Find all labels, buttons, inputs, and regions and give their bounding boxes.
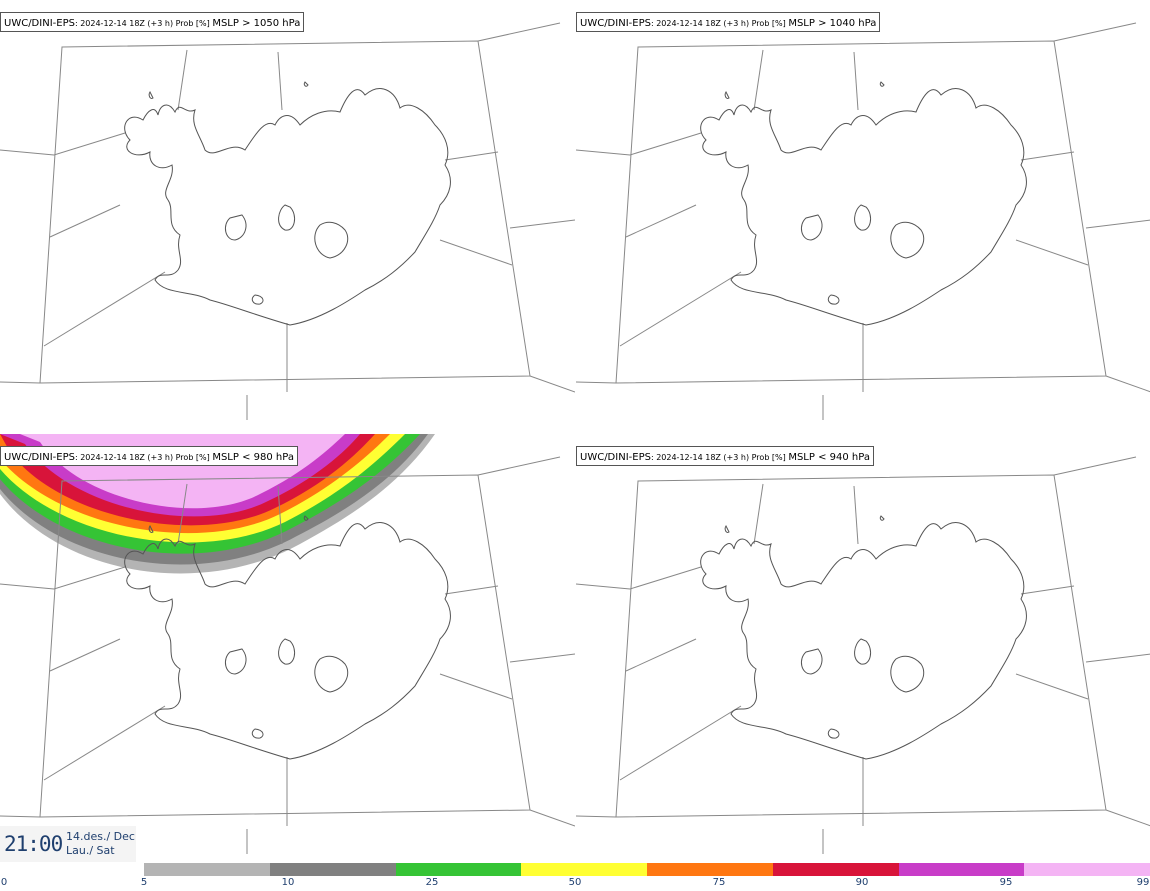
colorbar-segment [521, 863, 647, 876]
map-2 [576, 22, 1150, 420]
map-4 [576, 456, 1150, 854]
colorbar-tick-label: 90 [855, 877, 869, 888]
map-panel-2: UWC/DINI-EPS: 2024-12-14 18Z (+3 h) Prob… [576, 0, 1150, 420]
colorbar-segment [395, 863, 522, 876]
map-3 [0, 434, 575, 854]
valid-date-line1: 14.des./ Dec [66, 830, 135, 843]
valid-time-box: 21:00 14.des./ Dec Lau./ Sat [0, 826, 136, 862]
panel-model: UWC/DINI-EPS [4, 452, 75, 463]
colorbar-segment [772, 863, 899, 876]
colorbar-segment [269, 863, 396, 876]
panel-model: UWC/DINI-EPS [4, 18, 75, 29]
panel-meta: : 2024-12-14 18Z (+3 h) Prob [%] [74, 19, 213, 28]
colorbar-tick-label: 0 [0, 877, 8, 888]
colorbar-tick-label: 99 [1136, 877, 1150, 888]
colorbar-tick-label: 10 [281, 877, 295, 888]
panel-variable: MSLP < 940 hPa [788, 452, 870, 463]
colorbar-segment [144, 863, 270, 876]
panel-model: UWC/DINI-EPS [580, 452, 651, 463]
colorbar-tick-label: 75 [712, 877, 726, 888]
colorbar-tick-label: 50 [568, 877, 582, 888]
valid-date: 14.des./ Dec Lau./ Sat [66, 830, 135, 858]
panel-meta: : 2024-12-14 18Z (+3 h) Prob [%] [650, 19, 789, 28]
panel-meta: : 2024-12-14 18Z (+3 h) Prob [%] [650, 453, 789, 462]
colorbar-segment [1024, 863, 1150, 876]
panel-title-1: UWC/DINI-EPS: 2024-12-14 18Z (+3 h) Prob… [0, 12, 305, 32]
colorbar-tick-label: 25 [425, 877, 439, 888]
map-panel-3: UWC/DINI-EPS: 2024-12-14 18Z (+3 h) Prob… [0, 434, 575, 854]
valid-time: 21:00 [4, 832, 63, 856]
panel-model: UWC/DINI-EPS [580, 18, 651, 29]
panel-title-4: UWC/DINI-EPS: 2024-12-14 18Z (+3 h) Prob… [576, 446, 874, 466]
panel-variable: MSLP > 1040 hPa [788, 18, 877, 29]
colorbar-segment [647, 863, 773, 876]
panel-variable: MSLP > 1050 hPa [212, 18, 301, 29]
panel-meta: : 2024-12-14 18Z (+3 h) Prob [%] [74, 453, 213, 462]
panel-title-2: UWC/DINI-EPS: 2024-12-14 18Z (+3 h) Prob… [576, 12, 881, 32]
probability-colorbar [144, 863, 1150, 876]
valid-date-line2: Lau./ Sat [66, 844, 115, 857]
colorbar-tick-label: 5 [140, 877, 148, 888]
colorbar-tick-label: 95 [999, 877, 1013, 888]
map-1 [0, 22, 575, 420]
panel-title-3: UWC/DINI-EPS: 2024-12-14 18Z (+3 h) Prob… [0, 446, 298, 466]
map-panel-4: UWC/DINI-EPS: 2024-12-14 18Z (+3 h) Prob… [576, 434, 1150, 854]
colorbar-segment [898, 863, 1025, 876]
map-panel-1: UWC/DINI-EPS: 2024-12-14 18Z (+3 h) Prob… [0, 0, 575, 420]
panel-variable: MSLP < 980 hPa [212, 452, 294, 463]
